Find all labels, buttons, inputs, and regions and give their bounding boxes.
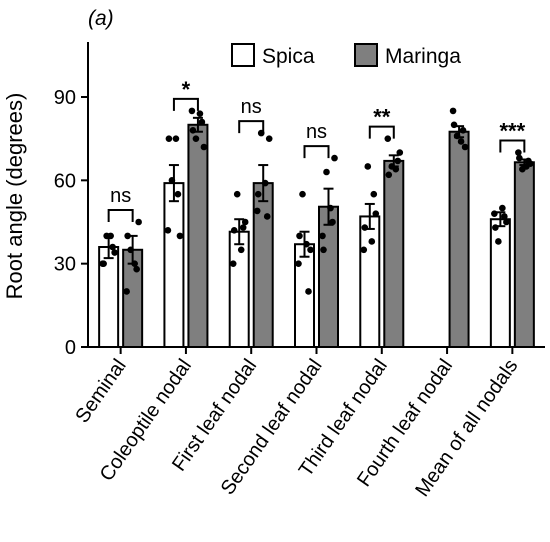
data-point — [193, 135, 200, 142]
bar-maringa — [384, 161, 403, 347]
data-point — [499, 205, 506, 212]
data-point — [368, 238, 375, 245]
data-point — [303, 241, 310, 248]
bar-maringa — [515, 162, 534, 347]
data-point — [450, 108, 457, 115]
data-point — [385, 171, 392, 178]
data-point — [169, 177, 176, 184]
data-point — [255, 191, 262, 198]
data-point — [175, 191, 182, 198]
data-point — [516, 155, 523, 162]
data-point — [462, 144, 469, 151]
data-point — [131, 260, 138, 267]
data-point — [331, 155, 338, 162]
data-point — [458, 138, 465, 145]
data-point — [329, 219, 336, 226]
significance-bracket — [305, 146, 329, 158]
data-point — [127, 246, 134, 253]
data-point — [238, 246, 245, 253]
data-point — [364, 163, 371, 170]
data-point — [242, 219, 249, 226]
data-point — [230, 260, 237, 267]
data-point — [107, 233, 114, 240]
data-point — [454, 133, 461, 140]
y-tick-label: 90 — [54, 87, 76, 109]
legend-swatch-maringa — [355, 44, 377, 66]
legend-label-spica: Spica — [262, 45, 315, 68]
data-point — [394, 158, 401, 165]
data-point — [460, 127, 467, 134]
data-point — [392, 166, 399, 173]
significance-label: * — [182, 77, 191, 102]
data-point — [100, 260, 107, 267]
panel-label: (a) — [88, 7, 114, 30]
data-point — [396, 149, 403, 156]
data-point — [307, 246, 314, 253]
x-tick-label: Seminal — [71, 355, 130, 427]
legend: Spica Maringa — [232, 44, 461, 68]
data-point — [123, 288, 130, 295]
y-tick-label: 30 — [54, 254, 76, 276]
data-point — [254, 208, 261, 215]
data-point — [111, 249, 118, 256]
bar-maringa — [188, 125, 207, 347]
data-point — [201, 144, 208, 151]
significance-label: ns — [110, 185, 131, 207]
legend-swatch-spica — [232, 44, 254, 66]
data-point — [262, 180, 269, 187]
data-point — [165, 227, 172, 234]
data-point — [266, 135, 273, 142]
significance-label: ns — [241, 96, 262, 118]
data-point — [372, 210, 379, 217]
legend-label-maringa: Maringa — [385, 45, 461, 68]
y-axis-label: Root angle (degrees) — [2, 93, 27, 300]
data-point — [503, 219, 510, 226]
data-point — [384, 135, 391, 142]
data-point — [231, 227, 238, 234]
bar-maringa — [319, 207, 338, 347]
data-point — [166, 135, 173, 142]
significance-label: ** — [373, 105, 391, 130]
data-point — [189, 108, 196, 115]
data-point — [360, 246, 367, 253]
y-tick-label: 0 — [65, 337, 76, 359]
data-point — [327, 205, 334, 212]
data-point — [296, 233, 303, 240]
data-point — [370, 191, 377, 198]
data-point — [320, 246, 327, 253]
bar-spica — [360, 216, 379, 347]
bar-maringa — [450, 132, 469, 347]
data-point — [305, 288, 312, 295]
data-point — [299, 191, 306, 198]
data-point — [177, 233, 184, 240]
data-point — [190, 127, 197, 134]
significance-bracket — [109, 210, 133, 222]
data-point — [234, 191, 241, 198]
bar-spica — [164, 183, 183, 347]
data-point — [495, 238, 502, 245]
data-point — [124, 233, 131, 240]
significance-label: ns — [306, 121, 327, 143]
significance-label: *** — [500, 119, 526, 144]
data-point — [451, 121, 458, 128]
data-point — [135, 219, 142, 226]
data-point — [264, 213, 271, 220]
data-point — [523, 163, 530, 170]
data-point — [361, 224, 368, 231]
bar-spica — [491, 219, 510, 347]
data-point — [515, 149, 522, 156]
y-tick-label: 60 — [54, 170, 76, 192]
data-point — [199, 119, 206, 126]
data-point — [295, 260, 302, 267]
data-point — [173, 135, 180, 142]
data-point — [492, 224, 499, 231]
data-point — [491, 210, 498, 217]
data-point — [323, 169, 330, 176]
data-point — [319, 233, 326, 240]
bar-spica — [295, 244, 314, 347]
data-point — [197, 110, 204, 117]
